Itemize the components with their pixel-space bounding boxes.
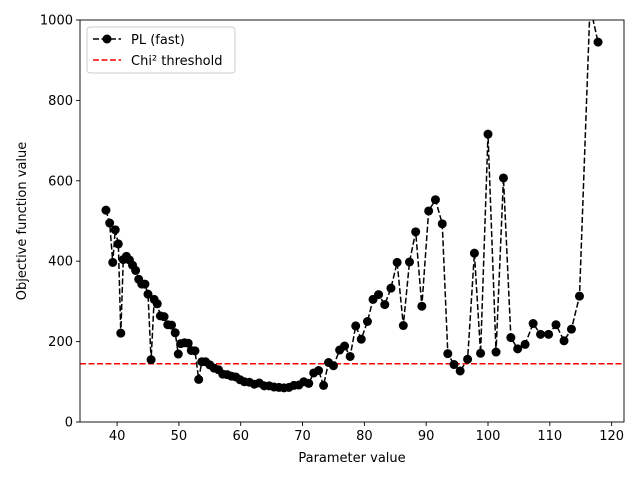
pl-fast-point — [190, 346, 200, 356]
x-tick-label: 60 — [232, 429, 249, 444]
pl-fast-point — [380, 300, 390, 310]
pl-fast-point — [340, 341, 350, 351]
x-tick-label: 100 — [476, 429, 501, 444]
pl-fast-point — [463, 354, 473, 364]
pl-fast-point — [351, 321, 361, 331]
pl-fast-point — [411, 227, 421, 237]
pl-fast-point — [101, 205, 111, 215]
pl-fast-point — [449, 360, 459, 370]
pl-fast-point — [356, 334, 366, 344]
y-tick-label: 800 — [48, 94, 73, 109]
y-tick-label: 600 — [48, 174, 73, 189]
x-tick-label: 110 — [537, 429, 562, 444]
pl-fast-point — [566, 324, 576, 334]
pl-fast-point — [551, 320, 561, 330]
pl-fast-point — [170, 328, 180, 338]
x-tick-label: 70 — [294, 429, 311, 444]
pl-fast-point — [528, 319, 538, 329]
pl-fast-point — [404, 257, 414, 267]
pl-fast-markers — [101, 37, 603, 393]
pl-fast-point — [483, 129, 493, 139]
pl-fast-point — [159, 312, 169, 322]
pl-fast-point — [513, 344, 523, 354]
pl-fast-point — [386, 283, 396, 293]
pl-fast-point — [328, 361, 338, 371]
pl-fast-point — [593, 37, 603, 47]
legend-label-pl-fast: PL (fast) — [131, 33, 185, 48]
pl-fast-point — [166, 320, 176, 330]
pl-fast-point — [110, 225, 120, 235]
x-axis-label: Parameter value — [298, 451, 405, 466]
y-axis-label: Objective function value — [15, 142, 30, 301]
pl-fast-point — [143, 289, 153, 299]
pl-fast-point — [398, 321, 408, 331]
y-tick-label: 200 — [48, 335, 73, 350]
pl-fast-point — [430, 195, 440, 205]
pl-fast-point — [424, 206, 434, 216]
pl-fast-point — [140, 279, 150, 289]
pl-fast-point — [108, 257, 118, 267]
pl-fast-point — [152, 299, 162, 309]
pl-fast-point — [319, 380, 329, 390]
legend-label-chi2-threshold: Chi² threshold — [131, 54, 223, 69]
x-tick-label: 120 — [599, 429, 624, 444]
pl-fast-point — [194, 374, 204, 384]
plot-area — [80, 20, 624, 393]
plot-frame — [79, 19, 625, 423]
pl-fast-point — [498, 173, 508, 183]
x-tick-label: 80 — [356, 429, 373, 444]
y-axis-ticks: 0 200 400 600 800 1000 — [40, 14, 80, 431]
pl-fast-point — [506, 333, 516, 343]
legend: PL (fast) Chi² threshold — [86, 26, 236, 74]
pl-fast-point — [146, 355, 156, 365]
y-tick-label: 0 — [65, 416, 73, 431]
pl-fast-point — [544, 329, 554, 339]
legend-pl-marker-swatch — [102, 34, 112, 44]
x-tick-label: 40 — [109, 429, 126, 444]
pl-fast-point — [314, 366, 324, 376]
pl-fast-point — [345, 351, 355, 361]
pl-fast-point — [455, 366, 465, 376]
pl-fast-point — [362, 317, 372, 326]
pl-fast-point — [437, 219, 447, 229]
pl-fast-point — [443, 349, 453, 359]
pl-fast-point — [173, 349, 183, 359]
pl-fast-point — [116, 328, 126, 338]
pl-fast-point — [183, 338, 193, 348]
pl-fast-point — [131, 265, 141, 275]
pl-fast-point — [536, 329, 546, 339]
pl-fast-point — [304, 378, 314, 388]
pl-fast-point — [113, 239, 123, 249]
pl-fast-point — [105, 218, 115, 228]
pl-fast-point — [469, 248, 479, 258]
pl-fast-point — [574, 291, 584, 301]
y-tick-label: 400 — [48, 255, 73, 270]
pl-fast-point — [520, 339, 530, 349]
legend-box — [86, 26, 236, 74]
pl-fast-point — [374, 290, 384, 300]
pl-fast-point — [491, 347, 501, 357]
pl-fast-point — [417, 301, 427, 311]
y-tick-label: 1000 — [40, 14, 73, 29]
pl-fast-point — [392, 257, 402, 267]
x-axis-ticks: 40 50 60 70 80 90 100 110 120 — [109, 422, 624, 444]
pl-fast-point — [476, 348, 486, 358]
pl-fast-point — [559, 336, 569, 346]
x-tick-label: 50 — [171, 429, 188, 444]
x-tick-label: 90 — [418, 429, 435, 444]
